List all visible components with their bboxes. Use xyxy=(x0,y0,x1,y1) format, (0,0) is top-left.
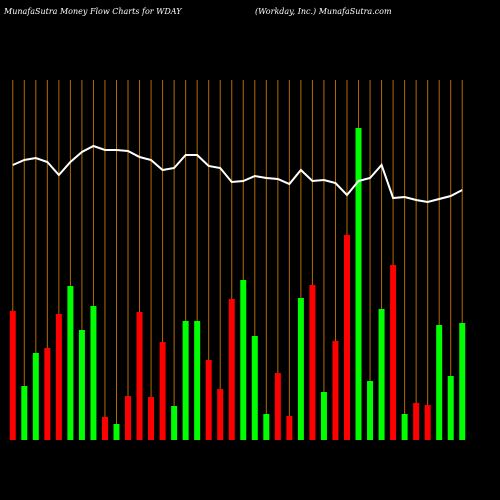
bar xyxy=(228,299,235,440)
bar xyxy=(182,321,189,440)
bar xyxy=(67,286,74,440)
bar xyxy=(171,406,178,440)
bar xyxy=(413,403,420,440)
bar xyxy=(343,235,350,440)
bar xyxy=(159,342,166,440)
bar xyxy=(447,376,454,440)
bar xyxy=(44,348,51,440)
bar xyxy=(101,417,108,440)
bar xyxy=(355,128,362,440)
bar xyxy=(378,309,385,440)
chart-title: MunafaSutra Money Flow Charts for WDAY xyxy=(3,7,182,16)
bar xyxy=(274,373,281,440)
chart-subtitle: (Workday, Inc.) MunafaSutra.com xyxy=(255,7,392,16)
line xyxy=(12,144,463,204)
bar xyxy=(320,392,327,440)
bar xyxy=(9,311,16,440)
bar xyxy=(78,330,85,440)
bar xyxy=(32,353,39,440)
bar xyxy=(401,414,408,440)
bar xyxy=(251,336,258,440)
bar xyxy=(332,341,339,440)
bar xyxy=(390,265,397,440)
bar xyxy=(263,414,270,440)
bar xyxy=(136,312,143,440)
bar xyxy=(286,416,293,440)
bar xyxy=(21,386,28,440)
bar xyxy=(125,396,132,440)
bar xyxy=(55,314,62,440)
bar xyxy=(309,285,316,440)
bar xyxy=(297,298,304,440)
bar xyxy=(90,306,97,440)
bar xyxy=(436,325,443,440)
bar xyxy=(205,360,212,440)
bar xyxy=(194,321,201,440)
bar xyxy=(113,424,120,440)
bar xyxy=(367,381,374,440)
bar xyxy=(148,397,155,440)
bar xyxy=(217,389,224,440)
bar xyxy=(459,323,466,440)
bar xyxy=(424,405,431,440)
bar xyxy=(240,280,247,440)
